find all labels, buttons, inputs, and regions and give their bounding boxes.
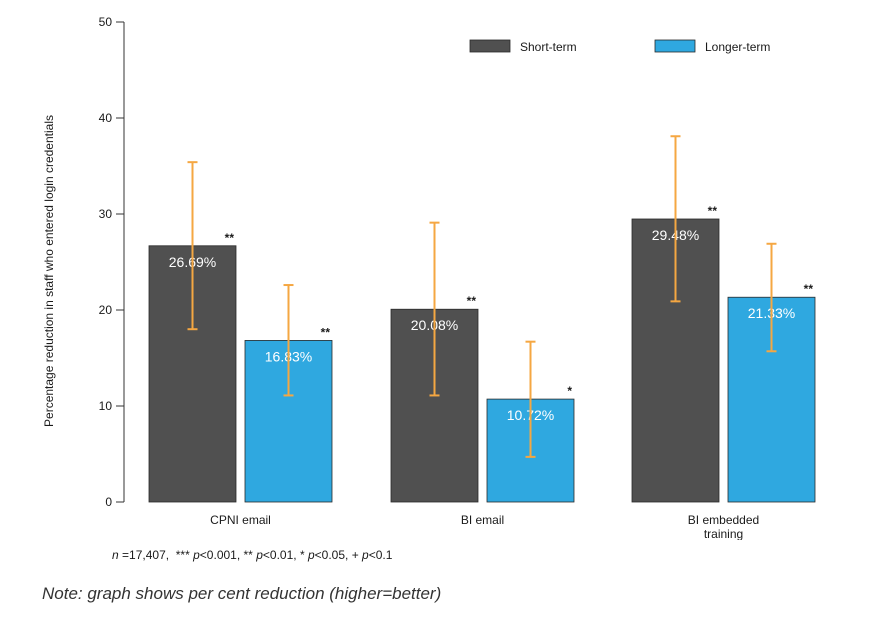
x-category-label: CPNI email <box>210 513 271 527</box>
p-threshold-0001: <0.001, <box>199 548 241 562</box>
p-threshold-01: <0.1 <box>368 548 393 562</box>
y-tick-label: 40 <box>99 111 113 125</box>
n-value: =17,407, <box>122 548 170 562</box>
p-symbol: p <box>193 548 200 562</box>
y-axis-label: Percentage reduction in staff who entere… <box>42 115 56 427</box>
graph-note: Note: graph shows per cent reduction (hi… <box>42 584 442 603</box>
x-category-label: BI embedded <box>688 513 759 527</box>
significance-marker: ** <box>467 294 477 308</box>
sig-three-stars: *** <box>175 548 190 562</box>
legend-swatch <box>469 39 511 53</box>
significance-marker: ** <box>708 204 718 218</box>
p-threshold-005: <0.05, <box>314 548 349 562</box>
p-symbol: p <box>362 548 369 562</box>
y-tick-label: 20 <box>99 303 113 317</box>
legend-label: Short-term <box>520 40 577 54</box>
sig-one-star: * <box>299 548 305 562</box>
bars-layer: 26.69%**20.08%**29.48%**16.83%**10.72%*2… <box>148 135 816 503</box>
p-threshold-001: <0.01, <box>262 548 297 562</box>
y-tick-label: 30 <box>99 207 113 221</box>
significance-footnote: n =17,407, *** p<0.001, ** p<0.01, * p<0… <box>112 548 392 562</box>
significance-marker: ** <box>804 282 814 296</box>
legend-swatch <box>654 39 696 53</box>
significance-marker: ** <box>225 231 235 245</box>
legend-label: Longer-term <box>705 40 770 54</box>
p-symbol: p <box>307 548 315 562</box>
axis-layer: 0 10 20 30 40 50 CPNI email BI email BI embedded… <box>99 15 760 540</box>
y-tick-label: 10 <box>99 399 113 413</box>
sig-two-stars: ** <box>243 548 253 562</box>
n-symbol: n <box>112 548 119 562</box>
y-tick-label: 0 <box>105 495 112 509</box>
x-category-label: BI email <box>461 513 504 527</box>
p-symbol: p <box>256 548 263 562</box>
significance-marker: * <box>567 384 572 398</box>
legend: Short-term Longer-term <box>469 39 770 54</box>
y-tick-label: 50 <box>99 15 113 29</box>
bar-chart: 0 10 20 30 40 50 CPNI email BI email BI embedded… <box>42 15 816 540</box>
x-category-label: training <box>704 527 743 540</box>
significance-marker: ** <box>321 325 331 339</box>
sig-plus: + <box>351 548 359 562</box>
